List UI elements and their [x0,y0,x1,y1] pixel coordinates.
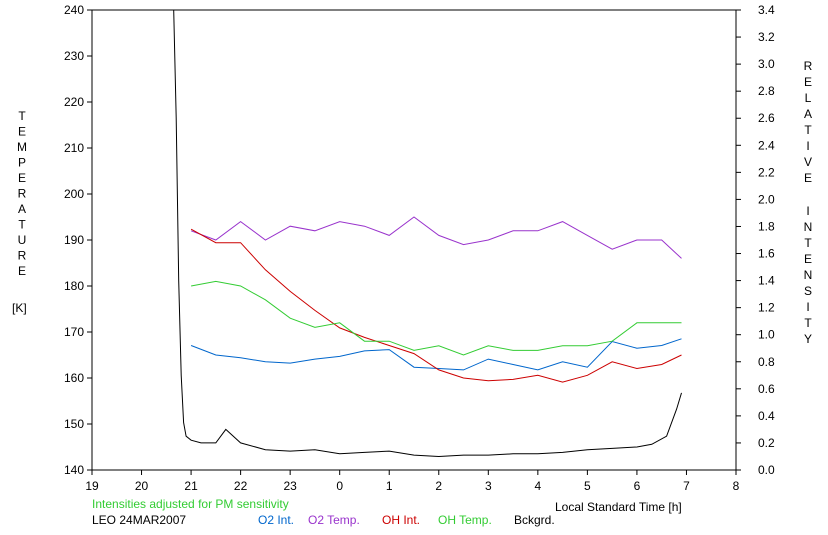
y-left-tick-label: 140 [64,463,84,477]
series-line-1 [190,216,682,259]
y-right-tick-label: 2.4 [758,138,775,152]
y-right-tick-label: 2.8 [758,84,775,98]
y-left-tick-label: 180 [64,279,84,293]
y-right-title-letter: T [804,316,812,330]
x-tick-label: 8 [733,479,740,493]
x-tick-label: 0 [336,479,343,493]
y-left-unit: [K] [12,301,27,315]
series-line-0 [190,338,682,371]
y-right-title-letter: S [804,284,812,298]
data-series [173,9,682,458]
y-right-tick-label: 0.4 [758,409,775,423]
legend-bckgrd: Bckgrd. [514,513,555,527]
series-line-2 [190,228,682,383]
y-right-title-letter: E [804,171,812,185]
y-left-tick-label: 230 [64,49,84,63]
y-left-title-letter: T [18,109,26,123]
y-right-title-letter: N [804,220,813,234]
y-left-tick-label: 160 [64,371,84,385]
y-right-tick-label: 0.6 [758,382,775,396]
x-tick-label: 6 [634,479,641,493]
x-tick-labels: 19 20 21 22 23 0 1 2 3 4 5 6 7 8 [85,479,739,493]
y-left-title-letter: E [18,264,26,278]
x-tick-label: 2 [435,479,442,493]
y-right-tick-label: 3.4 [758,3,775,17]
x-tick-label: 19 [85,479,99,493]
y-right-title-letter: V [804,155,812,169]
y-left-title-letter: T [18,218,26,232]
legend-o2-temp: O2 Temp. [308,513,360,527]
y-left-tick-label: 240 [64,3,84,17]
tick-marks [87,9,741,475]
y-right-title-letter: A [804,107,812,121]
x-tick-label: 3 [485,479,492,493]
y-right-tick-label: 1.0 [758,328,775,342]
y-right-tick-label: 2.6 [758,111,775,125]
y-right-tick-label: 0.0 [758,463,775,477]
station-date: LEO 24MAR2007 [92,513,186,527]
y-right-tick-label: 1.6 [758,247,775,261]
y-left-tick-label: 210 [64,141,84,155]
legend-o2-int: O2 Int. [258,513,294,527]
x-tick-label: 20 [135,479,149,493]
y-right-tick-label: 1.2 [758,301,775,315]
y-right-title-letter: T [804,123,812,137]
series-line-3 [191,280,682,356]
x-axis-title: Local Standard Time [h] [555,500,682,514]
y-right-tick-label: 2.0 [758,192,775,206]
y-left-tick-label: 150 [64,417,84,431]
y-right-title-letter: N [804,268,813,282]
y-right-tick-labels: 0.0 0.2 0.4 0.6 0.8 1.0 1.2 1.4 1.6 1.8 2.0 2.2 2.4 2… [758,3,775,477]
y-left-title-letter: E [18,171,26,185]
y-left-title-letter: U [18,233,27,247]
y-right-tick-label: 3.0 [758,57,775,71]
y-left-title-letter: R [18,187,27,201]
y-right-tick-label: 3.2 [758,30,775,44]
y-left-title-letter: E [18,125,26,139]
series-line-4 [173,9,682,458]
y-right-title-letter: R [804,59,813,73]
x-tick-label: 23 [283,479,297,493]
y-left-tick-label: 170 [64,325,84,339]
x-tick-label: 7 [683,479,690,493]
y-left-title-letter: P [18,156,26,170]
x-tick-label: 21 [184,479,198,493]
y-right-title-letter: E [804,75,812,89]
y-right-title-letter: T [804,236,812,250]
y-left-title-letter: A [18,202,26,216]
legend-oh-temp: OH Temp. [438,513,492,527]
y-right-tick-label: 0.8 [758,355,775,369]
y-left-tick-label: 220 [64,95,84,109]
y-left-tick-labels: 140 150 160 170 180 190 200 210 220 230 240 [64,3,84,477]
y-right-tick-label: 1.8 [758,219,775,233]
x-tick-label: 5 [584,479,591,493]
sensitivity-note: Intensities adjusted for PM sensitivity [92,497,289,511]
y-right-title-letter: Y [804,332,812,346]
y-right-tick-label: 1.4 [758,274,775,288]
y-right-title-letter: I [806,300,809,314]
y-right-title-letter: I [806,204,809,218]
y-right-title-letter: L [805,91,812,105]
y-left-title-letter: R [18,249,27,263]
x-tick-label: 22 [234,479,248,493]
y-right-tick-label: 0.2 [758,436,775,450]
x-tick-label: 4 [535,479,542,493]
y-right-tick-label: 2.2 [758,165,775,179]
y-left-title-letter: M [17,140,27,154]
y-right-title-letter: E [804,252,812,266]
y-right-title-letter: I [806,139,809,153]
y-left-tick-label: 190 [64,233,84,247]
x-tick-label: 1 [386,479,393,493]
y-left-tick-label: 200 [64,187,84,201]
legend-oh-int: OH Int. [382,513,420,527]
